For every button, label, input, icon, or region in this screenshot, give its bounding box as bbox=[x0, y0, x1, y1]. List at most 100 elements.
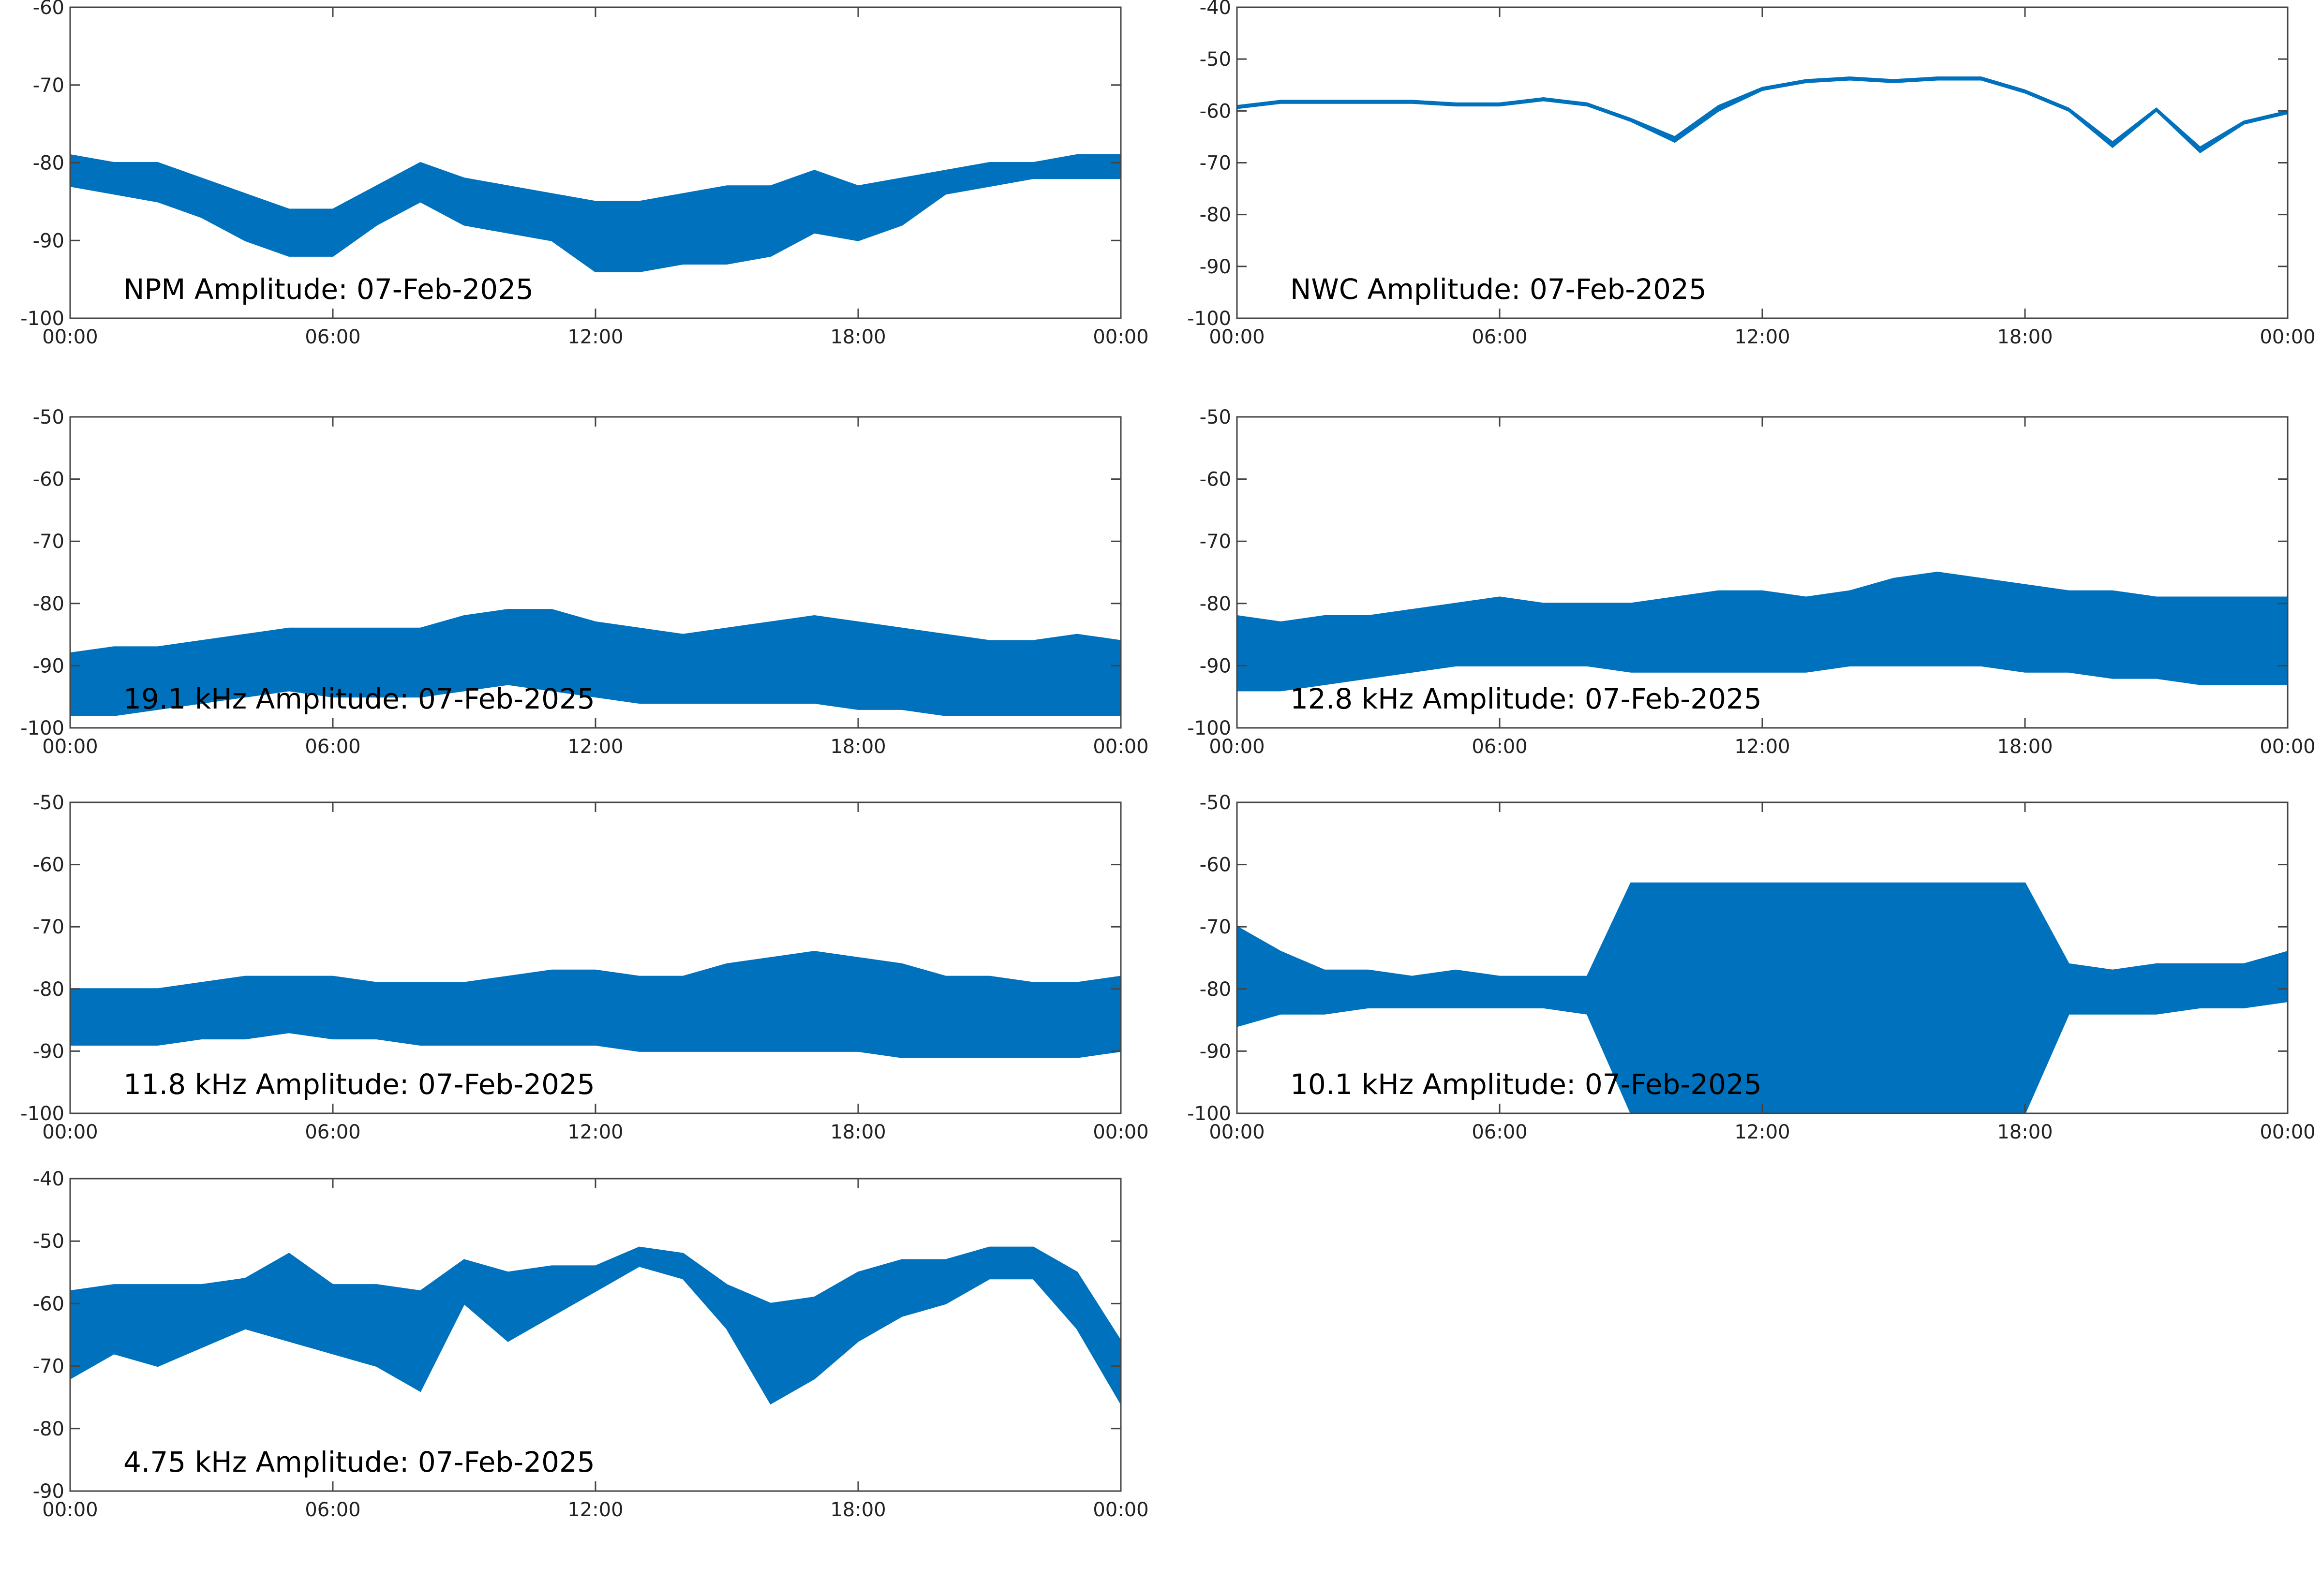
lower-line bbox=[70, 177, 1121, 273]
y-tick-label: -60 bbox=[1200, 100, 1231, 122]
chart: -100 -90 -80 -70 -60 -50 00:00 06:00 12:00 18:00 0… bbox=[20, 792, 1148, 1143]
x-tick-label: 00:00 bbox=[1093, 1499, 1148, 1521]
x-tick-label: 06:00 bbox=[305, 1121, 360, 1143]
x-tick-label: 00:00 bbox=[42, 326, 98, 348]
band-fill bbox=[1237, 77, 2288, 153]
y-tick-label: -90 bbox=[33, 230, 64, 252]
chart: -100 -90 -80 -70 -60 00:00 06:00 12:00 18:00 00:0… bbox=[20, 0, 1148, 348]
plot-frame bbox=[69, 801, 1122, 1114]
y-tick-label: -60 bbox=[1200, 854, 1231, 876]
y-tick-label: -100 bbox=[20, 717, 64, 739]
y-tick-label: -40 bbox=[33, 1168, 64, 1190]
y-tick-label: -70 bbox=[1200, 152, 1231, 175]
upper-line bbox=[1237, 76, 2288, 148]
plot-area bbox=[1237, 76, 2288, 153]
x-tick-label: 00:00 bbox=[1209, 1121, 1265, 1143]
y-tick-label: -50 bbox=[33, 406, 64, 429]
y-tick-label: -90 bbox=[33, 1480, 64, 1503]
x-tick-label: 00:00 bbox=[2260, 736, 2315, 758]
annotation: 11.8 kHz Amplitude: 07-Feb-2025 bbox=[123, 1068, 595, 1101]
plot-area bbox=[1237, 571, 2288, 692]
y-tick-label: -70 bbox=[33, 531, 64, 553]
x-tick-label: 00:00 bbox=[1093, 326, 1148, 348]
y-tick-label: -80 bbox=[33, 978, 64, 1001]
y-tick-label: -90 bbox=[33, 1040, 64, 1063]
upper-line bbox=[70, 1246, 1121, 1342]
y-tick-label: -50 bbox=[1200, 792, 1231, 814]
plot-area bbox=[70, 609, 1121, 716]
upper-line bbox=[70, 951, 1121, 990]
x-tick-label: 00:00 bbox=[1093, 736, 1148, 758]
chart: -90 -80 -70 -60 -50 -40 00:00 06:00 12:00 18:00 00… bbox=[33, 1168, 1149, 1521]
y-tick-label: -70 bbox=[1200, 916, 1231, 938]
chart: -100 -90 -80 -70 -60 -50 00:00 06:00 12:00 18:00 0… bbox=[1187, 792, 2315, 1143]
chart: -100 -90 -80 -70 -60 -50 00:00 06:00 12:00 18:00 0… bbox=[20, 406, 1148, 758]
chart: -100 -90 -80 -70 -60 -50 00:00 06:00 12:00 18:00 0… bbox=[1187, 406, 2315, 758]
plot-area bbox=[1237, 882, 2288, 1113]
upper-line bbox=[70, 154, 1121, 210]
y-tick-label: -60 bbox=[33, 469, 64, 491]
y-tick-label: -60 bbox=[33, 0, 64, 19]
lower-line bbox=[70, 683, 1121, 716]
y-tick-label: -70 bbox=[33, 1356, 64, 1378]
annotation: 10.1 kHz Amplitude: 07-Feb-2025 bbox=[1290, 1068, 1762, 1101]
x-tick-label: 18:00 bbox=[830, 1121, 886, 1143]
x-tick-label: 00:00 bbox=[1209, 326, 1265, 348]
x-tick-label: 12:00 bbox=[567, 1121, 623, 1143]
upper-line bbox=[1237, 571, 2288, 623]
annotation: 19.1 kHz Amplitude: 07-Feb-2025 bbox=[123, 682, 595, 715]
lower-line bbox=[70, 1032, 1121, 1058]
annotation: NPM Amplitude: 07-Feb-2025 bbox=[123, 273, 534, 306]
y-tick-label: -80 bbox=[33, 152, 64, 175]
x-tick-label: 06:00 bbox=[305, 736, 360, 758]
y-tick-label: -100 bbox=[1187, 717, 1231, 739]
y-tick-label: -100 bbox=[1187, 1103, 1231, 1125]
annotation: 12.8 kHz Amplitude: 07-Feb-2025 bbox=[1290, 682, 1762, 715]
band-fill bbox=[70, 951, 1121, 1058]
y-tick-label: -50 bbox=[33, 792, 64, 814]
y-tick-label: -90 bbox=[1200, 256, 1231, 278]
x-tick-label: 12:00 bbox=[1734, 326, 1790, 348]
plot-area bbox=[70, 1246, 1121, 1405]
x-tick-label: 06:00 bbox=[1472, 326, 1527, 348]
x-tick-label: 12:00 bbox=[567, 326, 623, 348]
y-tick-label: -60 bbox=[33, 1293, 64, 1315]
y-tick-label: -70 bbox=[1200, 531, 1231, 553]
x-tick-label: 06:00 bbox=[305, 326, 360, 348]
y-tick-label: -90 bbox=[33, 655, 64, 677]
x-tick-label: 00:00 bbox=[2260, 326, 2315, 348]
y-tick-label: -50 bbox=[1200, 406, 1231, 429]
x-tick-label: 06:00 bbox=[305, 1499, 360, 1521]
y-tick-label: -60 bbox=[33, 854, 64, 876]
annotation: NWC Amplitude: 07-Feb-2025 bbox=[1290, 273, 1707, 306]
lower-line bbox=[1237, 665, 2288, 692]
plot-area bbox=[70, 154, 1121, 273]
y-tick-label: -100 bbox=[20, 1103, 64, 1125]
band-fill bbox=[70, 155, 1121, 272]
lower-line bbox=[1237, 1001, 2288, 1113]
x-tick-label: 18:00 bbox=[830, 326, 886, 348]
x-tick-label: 18:00 bbox=[1997, 736, 2053, 758]
x-tick-label: 06:00 bbox=[1472, 736, 1527, 758]
y-tick-label: -50 bbox=[1200, 48, 1231, 71]
x-tick-label: 00:00 bbox=[42, 1121, 98, 1143]
y-tick-label: -70 bbox=[33, 916, 64, 938]
x-tick-label: 00:00 bbox=[42, 1499, 98, 1521]
y-tick-label: -60 bbox=[1200, 469, 1231, 491]
y-tick-label: -70 bbox=[33, 74, 64, 97]
x-tick-label: 18:00 bbox=[830, 736, 886, 758]
y-tick-label: -80 bbox=[33, 1418, 64, 1440]
band-fill bbox=[1237, 883, 2288, 1113]
x-tick-label: 06:00 bbox=[1472, 1121, 1527, 1143]
y-tick-label: -90 bbox=[1200, 1040, 1231, 1063]
x-tick-label: 18:00 bbox=[1997, 326, 2053, 348]
upper-line bbox=[1237, 882, 2288, 977]
y-tick-label: -100 bbox=[1187, 308, 1231, 330]
chart: -100 -90 -80 -70 -60 -50 -40 00:00 06:00 12:00 18:… bbox=[1187, 0, 2315, 348]
y-tick-label: -40 bbox=[1200, 0, 1231, 19]
y-tick-label: -100 bbox=[20, 308, 64, 330]
y-tick-label: -50 bbox=[33, 1230, 64, 1253]
x-tick-label: 00:00 bbox=[1209, 736, 1265, 758]
plot-area bbox=[70, 951, 1121, 1058]
y-tick-label: -80 bbox=[1200, 978, 1231, 1001]
